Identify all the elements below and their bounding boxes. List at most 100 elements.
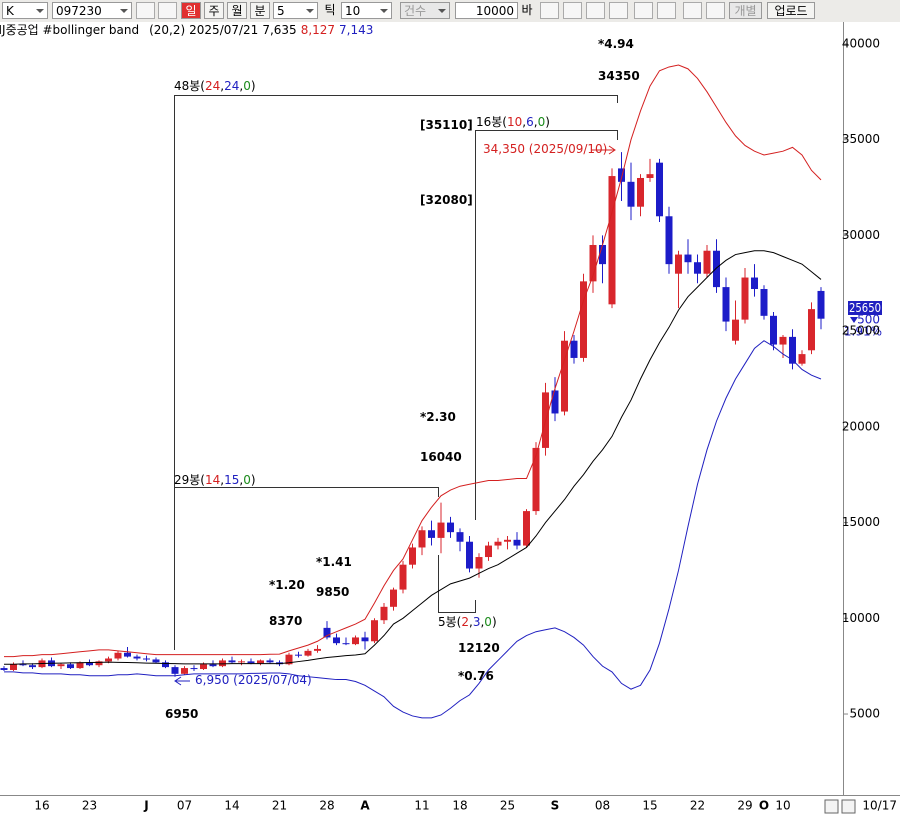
candle-body xyxy=(380,606,388,621)
zoom-button[interactable] xyxy=(824,799,839,814)
annotation-part: *1.41 xyxy=(316,555,352,569)
candle-body xyxy=(646,174,654,178)
candle-body xyxy=(475,557,483,569)
period-minute[interactable]: 분 xyxy=(250,2,270,19)
tool-8[interactable] xyxy=(706,2,725,19)
candle-body xyxy=(779,336,787,345)
search-button[interactable] xyxy=(841,799,856,814)
annotation: 6,950 (2025/07/04) xyxy=(195,673,312,687)
annotation-part: , xyxy=(480,615,484,629)
band-line xyxy=(4,250,822,665)
annotation-part: 0 xyxy=(484,615,492,629)
down-arrow xyxy=(850,317,858,323)
candle-body xyxy=(589,244,597,282)
period-month[interactable]: 월 xyxy=(227,2,247,19)
candle-body xyxy=(19,664,27,666)
bracket-16 xyxy=(475,130,618,520)
annotation: 8370 xyxy=(269,614,302,628)
candle-body xyxy=(190,668,198,670)
params: (20,2) xyxy=(149,23,185,37)
tool-5[interactable] xyxy=(634,2,653,19)
candle-body xyxy=(694,262,701,274)
candle-body xyxy=(10,664,17,670)
header-values: 7,635 8,127 7,143 xyxy=(262,23,373,37)
y-tick-label: 30000 xyxy=(842,228,880,242)
annotation-part: , xyxy=(239,473,243,487)
candle-body xyxy=(105,658,112,662)
candle-body xyxy=(513,539,521,546)
annotation-part: 5봉( xyxy=(438,615,461,629)
annotation-part: 29봉( xyxy=(174,473,205,487)
candle-body xyxy=(86,662,93,666)
candle-body xyxy=(352,637,359,645)
x-tick-label: 21 xyxy=(272,799,287,813)
last-price-box xyxy=(848,301,882,315)
plot xyxy=(0,64,825,719)
candle-body xyxy=(741,277,749,320)
x-tick-label: 28 xyxy=(319,799,334,813)
candle-body xyxy=(295,654,302,656)
count-select[interactable]: 건수 xyxy=(400,2,450,19)
tool-2[interactable] xyxy=(563,2,582,19)
price-change: 500 xyxy=(857,313,880,327)
candle-body xyxy=(228,660,236,663)
candle-body xyxy=(390,589,397,607)
arrow-high xyxy=(592,145,616,155)
candle-body xyxy=(684,254,692,263)
candle-body xyxy=(76,662,84,669)
annotation-part: , xyxy=(220,473,224,487)
search-button[interactable] xyxy=(136,2,155,19)
market-select[interactable]: K xyxy=(2,2,48,19)
candle-body xyxy=(67,664,74,669)
code-input[interactable]: 097230 xyxy=(52,2,132,19)
tool-1[interactable] xyxy=(540,2,559,19)
annotation: 48봉(24,24,0) xyxy=(174,79,256,93)
candle-body xyxy=(618,168,625,182)
y-tick-label: 5000 xyxy=(849,707,880,721)
annotation: *0.76 xyxy=(458,669,494,683)
tick-select[interactable]: 10 xyxy=(341,2,392,19)
candle-body xyxy=(732,319,739,341)
tool-6[interactable] xyxy=(657,2,676,19)
end-date: 10/17 xyxy=(862,799,897,813)
candle-body xyxy=(570,340,578,358)
candle-body xyxy=(257,660,264,664)
period-week[interactable]: 주 xyxy=(204,2,224,19)
x-tick-label: O xyxy=(759,799,769,813)
annotation: 16봉(10,6,0) xyxy=(476,115,550,129)
candle-body xyxy=(798,354,806,364)
count-input[interactable]: 10000 xyxy=(455,2,518,19)
x-tick-label: 25 xyxy=(500,799,515,813)
upload-button[interactable]: 업로드 xyxy=(767,2,815,19)
header-value: 7,143 xyxy=(339,23,373,37)
candle-body xyxy=(95,661,103,666)
individual-button[interactable]: 개별 xyxy=(729,2,762,19)
annotation-part: 48봉( xyxy=(174,79,205,93)
period-day[interactable]: 일 xyxy=(181,2,201,19)
candle-body xyxy=(561,340,568,412)
candle-body xyxy=(437,522,445,538)
tool-4[interactable] xyxy=(609,2,628,19)
chart-header: HJ중공업 #bollinger band (20,2) 2025/07/21 7,6… xyxy=(0,23,373,37)
candle-body xyxy=(599,244,606,265)
tool-7[interactable] xyxy=(683,2,702,19)
bar-label: 바 xyxy=(521,3,533,17)
candle-body xyxy=(770,315,777,345)
candle-body xyxy=(760,289,768,316)
candle-body xyxy=(447,522,454,533)
candle-body xyxy=(200,664,207,670)
annotation: *2.30 xyxy=(420,410,456,424)
price-change-pct: 1.91% xyxy=(844,325,882,339)
x-tick-label: 16 xyxy=(34,799,49,813)
annotation-part: 3 xyxy=(473,615,481,629)
search-option-button[interactable] xyxy=(158,2,177,19)
arrow-low xyxy=(174,676,190,686)
tool-3[interactable] xyxy=(586,2,605,19)
minute-select[interactable]: 5 xyxy=(273,2,318,19)
header-value: 8,127 xyxy=(301,23,335,37)
candle-body xyxy=(57,664,65,667)
candle-body xyxy=(266,660,274,663)
candle-body xyxy=(608,176,616,305)
annotation: 5봉(2,3,0) xyxy=(438,615,497,629)
